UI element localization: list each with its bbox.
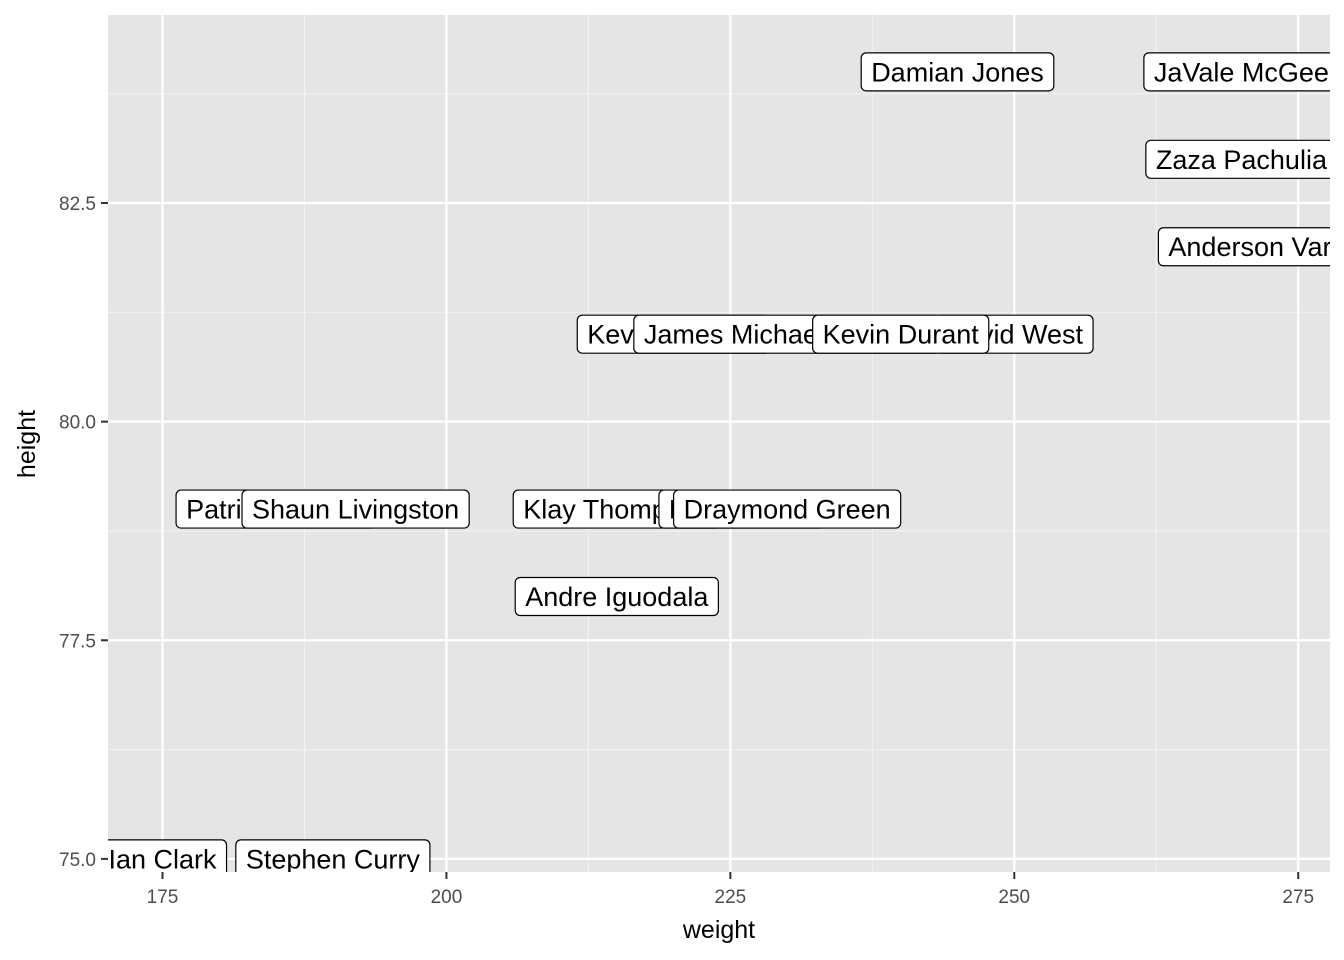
point-label: Andre Iguodala — [514, 576, 719, 617]
y-axis: 75.0 77.5 80.0 82.5 — [59, 194, 108, 871]
x-axis-title: weight — [682, 916, 755, 944]
point-label-text: Damian Jones — [871, 57, 1044, 87]
point-label-text: Andre Iguodala — [525, 582, 709, 612]
point-label-box — [241, 489, 470, 529]
point-label-text: Kevin Durant — [823, 320, 980, 350]
point-label-box — [1145, 139, 1330, 179]
x-tick-label: 175 — [147, 887, 179, 908]
x-tick-label: 275 — [1282, 887, 1314, 908]
point-label-text: Draymond Green — [684, 495, 891, 525]
point-label: Zaza Pachulia — [1145, 139, 1330, 179]
point-label: Stephen Curry — [235, 839, 431, 874]
x-axis: 175 200 225 250 275 — [147, 872, 1314, 908]
point-label-text: Ian Clark — [108, 844, 217, 874]
point-label: Damian Jones — [860, 52, 1055, 92]
point-label-box — [1157, 227, 1330, 267]
x-tick-label: 200 — [431, 887, 463, 908]
point-label: JaVale McGee — [1143, 52, 1330, 92]
point-label-box — [235, 839, 431, 872]
point-label: Draymond Green — [672, 489, 902, 529]
point-label-text: Zaza Pachulia — [1156, 145, 1328, 175]
grid-major — [108, 15, 1330, 872]
point-label: Kevin Durant — [812, 314, 990, 354]
point-label: Shaun Livingston — [241, 489, 470, 529]
y-axis-title: height — [13, 410, 41, 478]
point-label-box — [672, 489, 902, 529]
y-tick-label: 82.5 — [59, 194, 96, 215]
point-label-box — [108, 839, 228, 872]
x-tick-label: 225 — [715, 887, 747, 908]
point-label-box — [860, 52, 1055, 92]
x-tick-label: 250 — [998, 887, 1030, 908]
panel-background — [108, 15, 1330, 872]
point-label-box — [812, 314, 990, 354]
point-label-text: JaVale McGee — [1154, 57, 1329, 87]
point-label-text: Stephen Curry — [246, 844, 421, 874]
y-tick-label: 75.0 — [59, 850, 96, 871]
point-label-text: Shaun Livingston — [252, 495, 459, 525]
point-label-box — [1143, 52, 1330, 92]
y-tick-label: 77.5 — [59, 631, 96, 652]
y-tick-label: 80.0 — [59, 413, 96, 434]
point-label-box — [514, 576, 719, 617]
point-label-text: Anderson Varejao — [1168, 232, 1344, 262]
point-label: Anderson Varejao — [1157, 227, 1344, 267]
point-label: Ian Clark — [108, 839, 228, 874]
